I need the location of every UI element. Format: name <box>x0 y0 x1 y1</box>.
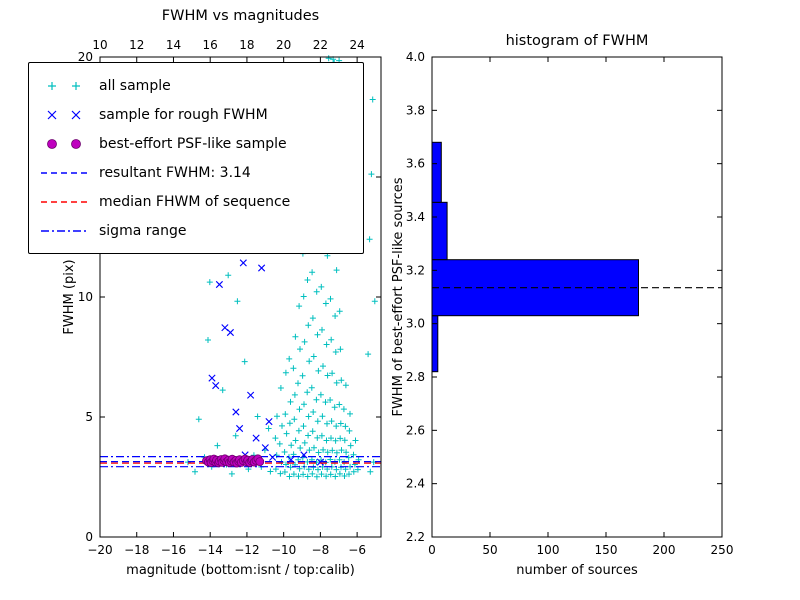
histogram-bar <box>431 201 448 261</box>
right-plot-title: histogram of FWHM <box>505 33 649 49</box>
svg-text:10: 10 <box>78 290 93 304</box>
legend-item-rough-fwhm: sample for rough FWHM <box>39 100 353 129</box>
histogram-bar <box>431 141 442 203</box>
svg-text:50: 50 <box>482 543 497 557</box>
right-axes-ticks: 0 50 100 150 200 250 2.2 2.4 2.6 2.8 3.0 3.2 3.4 3.6 3… <box>406 50 734 557</box>
svg-text:24: 24 <box>349 38 364 52</box>
svg-text:−12: −12 <box>234 543 259 557</box>
svg-text:3.2: 3.2 <box>406 263 425 277</box>
histogram-bars <box>431 141 639 373</box>
legend-item-label: best-effort PSF-like sample <box>99 135 287 152</box>
legend: all sample sample for rough FWHM best-ef… <box>28 62 364 254</box>
svg-text:12: 12 <box>129 38 144 52</box>
legend-item-label: sigma range <box>99 222 187 239</box>
legend-item-label: median FHWM of sequence <box>99 193 291 210</box>
sigma-range-dashdot-line-icon <box>41 229 87 232</box>
svg-text:−16: −16 <box>161 543 186 557</box>
legend-item-resultant-fwhm: resultant FWHM: 3.14 <box>39 158 353 187</box>
svg-text:20: 20 <box>276 38 291 52</box>
svg-text:−6: −6 <box>348 543 366 557</box>
svg-text:250: 250 <box>711 543 734 557</box>
svg-text:18: 18 <box>239 38 254 52</box>
right-axes-box <box>431 56 723 538</box>
svg-text:3.8: 3.8 <box>406 103 425 117</box>
rough-fwhm-points <box>208 259 324 466</box>
resultant-fwhm-dashed-line-icon <box>41 171 87 174</box>
left-plot-title: FWHM vs magnitudes <box>161 8 320 24</box>
svg-text:0: 0 <box>85 530 93 544</box>
svg-text:2.2: 2.2 <box>406 530 425 544</box>
legend-item-psf-sample: best-effort PSF-like sample <box>39 129 353 158</box>
svg-text:5: 5 <box>85 410 93 424</box>
svg-text:−14: −14 <box>198 543 223 557</box>
legend-item-label: sample for rough FWHM <box>99 106 268 123</box>
rough-fwhm-x-icon <box>47 110 81 119</box>
left-plot-xlabel: magnitude (bottom:isnt / top:calib) <box>126 563 355 578</box>
legend-item-all-sample: all sample <box>39 71 353 100</box>
svg-text:20: 20 <box>78 50 93 64</box>
svg-text:10: 10 <box>92 38 107 52</box>
svg-text:4.0: 4.0 <box>406 50 425 64</box>
svg-text:3.0: 3.0 <box>406 317 425 331</box>
right-plot-area: 0 50 100 150 200 250 2.2 2.4 2.6 2.8 3.0 3.2 3.4 3.6 3… <box>406 50 734 557</box>
svg-text:−20: −20 <box>87 543 112 557</box>
svg-text:16: 16 <box>203 38 218 52</box>
legend-item-label: all sample <box>99 77 171 94</box>
left-plot-area: −20 −18 −16 −14 −12 −10 −8 −6 10 12 14 16 18 20 22 24 0 5… <box>78 38 382 557</box>
svg-text:0: 0 <box>428 543 436 557</box>
svg-text:22: 22 <box>313 38 328 52</box>
legend-item-median-fwhm: median FHWM of sequence <box>39 187 353 216</box>
svg-text:100: 100 <box>537 543 560 557</box>
svg-text:−10: −10 <box>271 543 296 557</box>
svg-text:−8: −8 <box>312 543 330 557</box>
right-plot-xlabel: number of sources <box>516 563 638 578</box>
svg-text:3.6: 3.6 <box>406 157 425 171</box>
svg-text:150: 150 <box>595 543 618 557</box>
all-sample-plus-icon <box>48 81 80 90</box>
psf-sample-points <box>202 454 265 468</box>
svg-text:200: 200 <box>653 543 676 557</box>
median-fwhm-dashed-line-icon <box>41 200 87 203</box>
svg-text:2.6: 2.6 <box>406 423 425 437</box>
svg-text:−18: −18 <box>124 543 149 557</box>
svg-text:2.4: 2.4 <box>406 477 425 491</box>
legend-item-sigma-range: sigma range <box>39 216 353 245</box>
svg-text:2.8: 2.8 <box>406 370 425 384</box>
psf-sample-circle-icon <box>47 138 81 149</box>
svg-text:3.4: 3.4 <box>406 210 425 224</box>
legend-item-label: resultant FWHM: 3.14 <box>99 164 251 181</box>
svg-text:14: 14 <box>166 38 181 52</box>
